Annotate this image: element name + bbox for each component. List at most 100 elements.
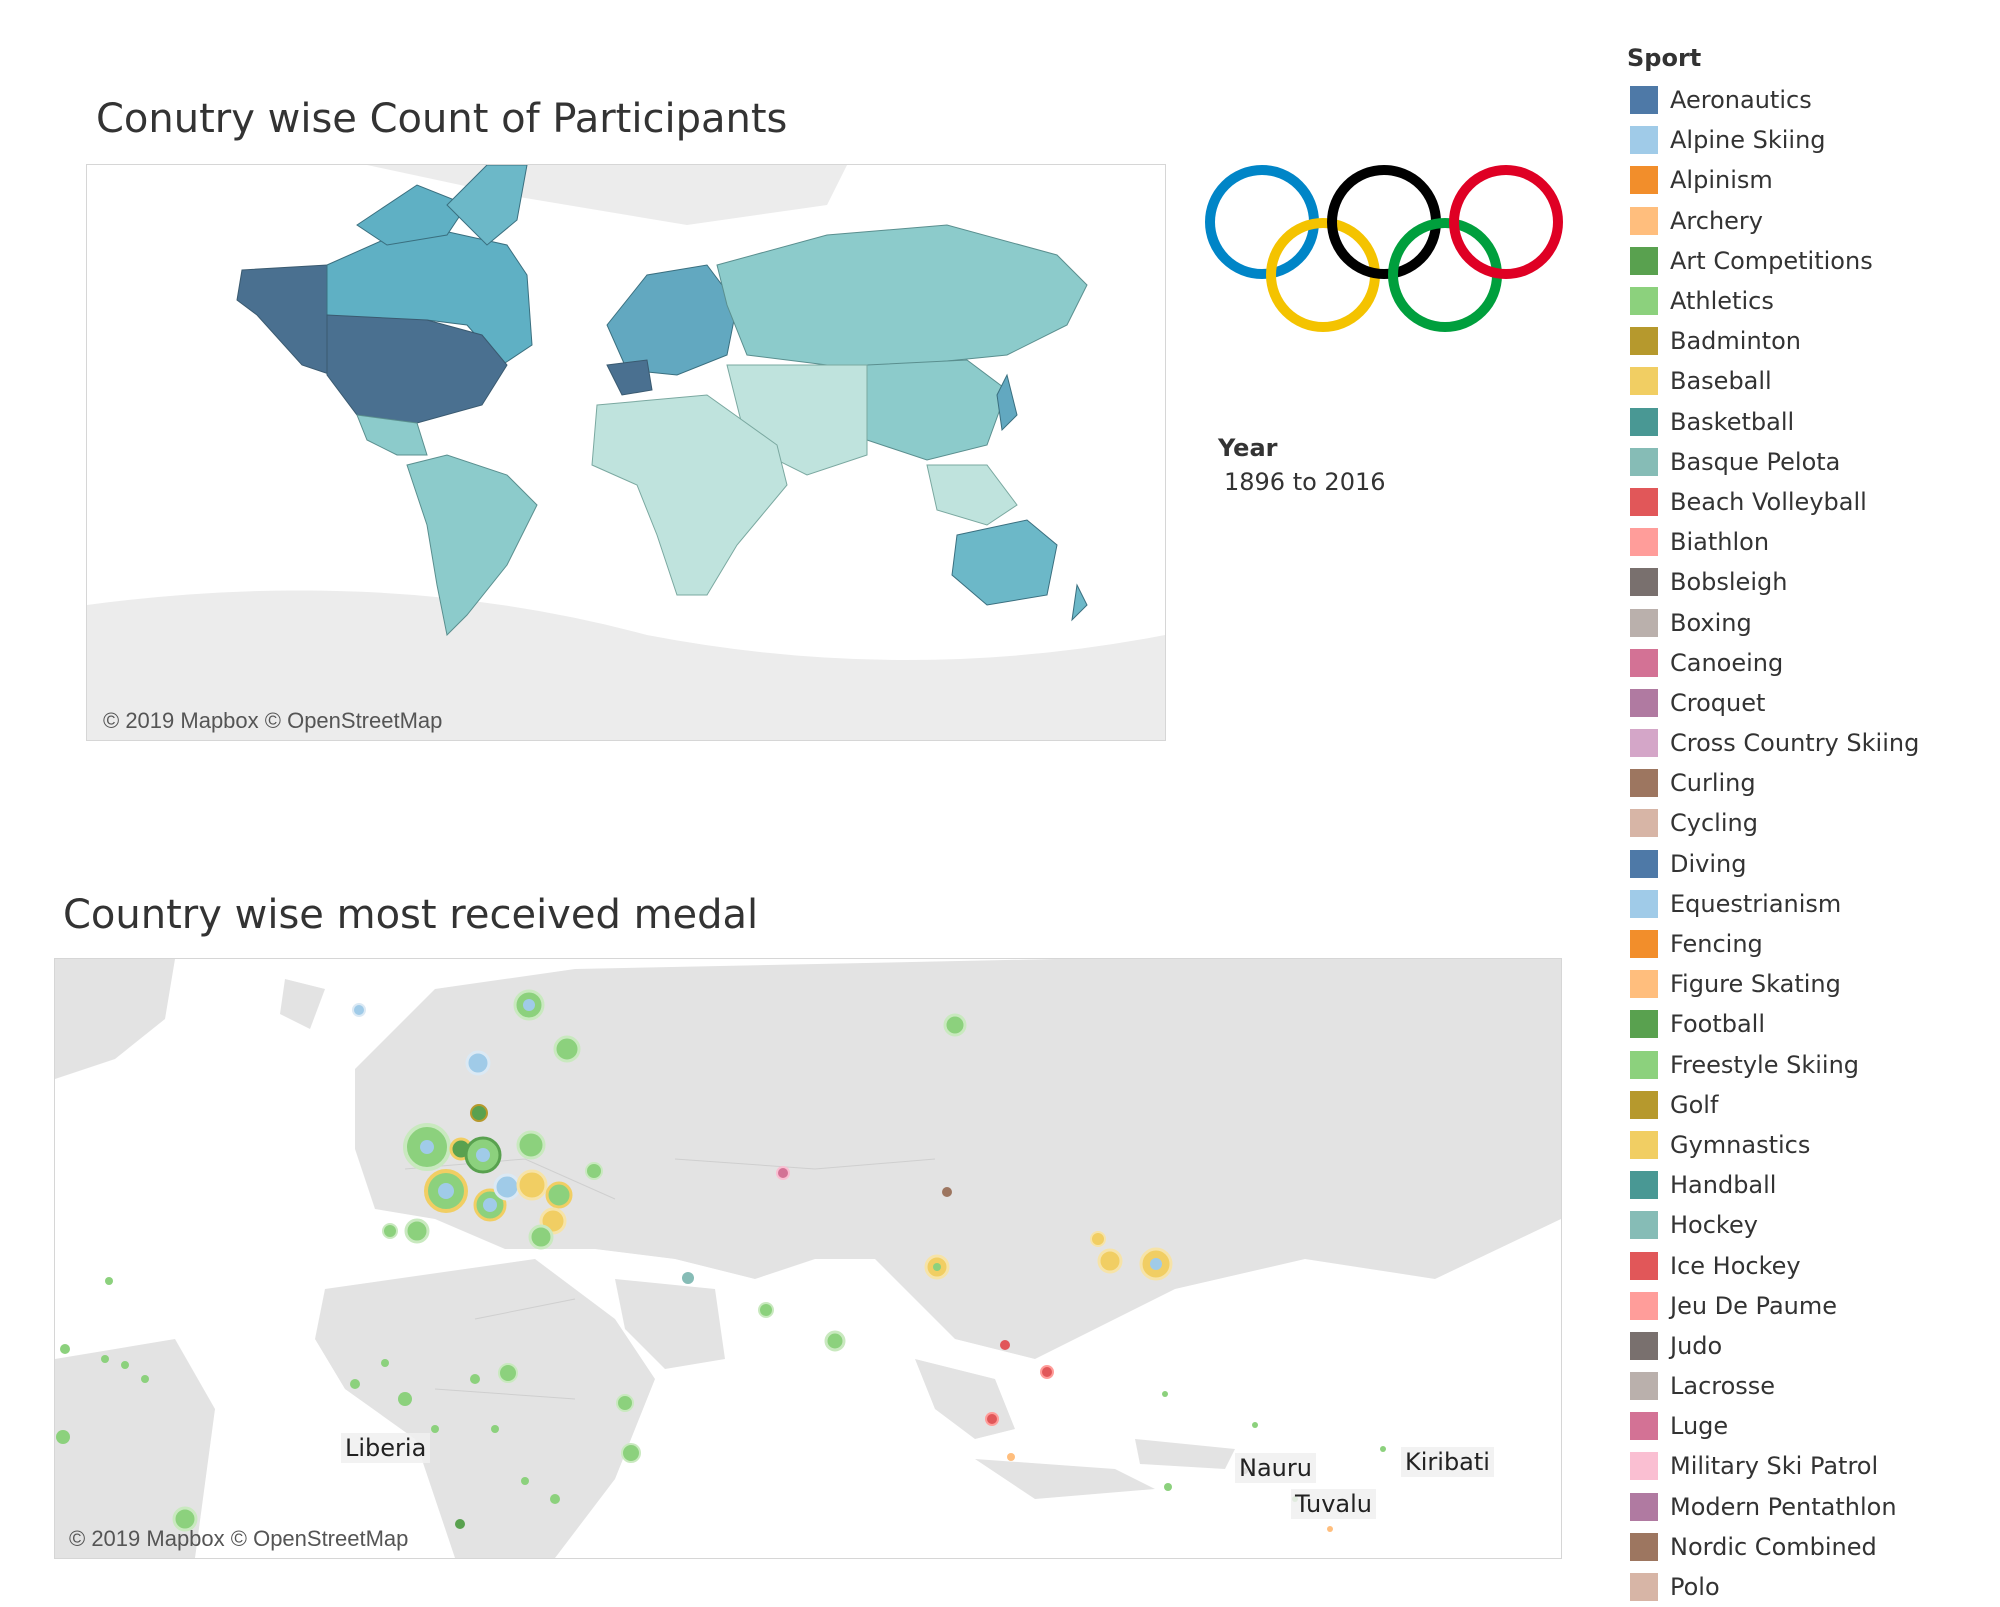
legend-swatch: [1630, 1090, 1658, 1119]
japan-land: [1170, 1199, 1205, 1239]
legend-item[interactable]: Ice Hockey: [1630, 1245, 1919, 1285]
legend-swatch: [1630, 86, 1658, 115]
legend-item[interactable]: Boxing: [1630, 602, 1919, 642]
legend-label: Modern Pentathlon: [1670, 1492, 1897, 1521]
legend-label: Basque Pelota: [1670, 447, 1841, 476]
legend-label: Equestrianism: [1670, 889, 1842, 918]
legend-swatch: [1630, 809, 1658, 838]
legend-item[interactable]: Equestrianism: [1630, 884, 1919, 924]
legend-item[interactable]: Alpine Skiing: [1630, 120, 1919, 160]
legend-swatch: [1630, 608, 1658, 637]
legend-item[interactable]: Art Competitions: [1630, 241, 1919, 281]
legend-item[interactable]: Cycling: [1630, 803, 1919, 843]
place-label-kiribati: Kiribati: [1401, 1447, 1494, 1477]
legend-label: Alpinism: [1670, 166, 1773, 195]
legend-item[interactable]: Figure Skating: [1630, 964, 1919, 1004]
map-credit[interactable]: © 2019 Mapbox © OpenStreetMap: [103, 708, 443, 733]
legend-label: Ice Hockey: [1670, 1251, 1801, 1280]
legend-item[interactable]: Beach Volleyball: [1630, 482, 1919, 522]
legend-item[interactable]: Lacrosse: [1630, 1366, 1919, 1406]
africa-land: [315, 1259, 655, 1558]
canada-arctic-islands: [356, 184, 468, 246]
participants-choropleth-map[interactable]: © 2019 Mapbox © OpenStreetMap: [86, 164, 1166, 741]
legend-swatch: [1630, 447, 1658, 476]
legend-item[interactable]: Freestyle Skiing: [1630, 1045, 1919, 1085]
south-america-region: [406, 454, 538, 637]
greenland-region: [446, 165, 528, 246]
legend-item[interactable]: Biathlon: [1630, 522, 1919, 562]
map-credit[interactable]: © 2019 Mapbox © OpenStreetMap: [69, 1526, 409, 1551]
legend-item[interactable]: Canoeing: [1630, 643, 1919, 683]
legend-swatch: [1630, 1291, 1658, 1320]
legend-item[interactable]: Fencing: [1630, 924, 1919, 964]
indonesia-land: [975, 1459, 1155, 1499]
legend-item[interactable]: Military Ski Patrol: [1630, 1446, 1919, 1486]
legend-item[interactable]: Jeu De Paume: [1630, 1286, 1919, 1326]
legend-swatch: [1630, 206, 1658, 235]
legend-item[interactable]: Modern Pentathlon: [1630, 1487, 1919, 1527]
legend-swatch: [1630, 1251, 1658, 1280]
legend-item[interactable]: Diving: [1630, 844, 1919, 884]
legend-item[interactable]: Basque Pelota: [1630, 442, 1919, 482]
legend-swatch: [1630, 1211, 1658, 1240]
legend-swatch: [1630, 126, 1658, 155]
legend-item[interactable]: Judo: [1630, 1326, 1919, 1366]
africa-region: [591, 394, 788, 596]
legend-swatch: [1630, 568, 1658, 597]
legend-item[interactable]: Badminton: [1630, 321, 1919, 361]
legend-swatch: [1630, 487, 1658, 516]
legend-label: Polo: [1670, 1573, 1720, 1602]
legend-label: Art Competitions: [1670, 246, 1873, 275]
legend-label: Military Ski Patrol: [1670, 1452, 1879, 1481]
legend-swatch: [1630, 287, 1658, 316]
legend-item[interactable]: Luge: [1630, 1406, 1919, 1446]
year-filter-value[interactable]: 1896 to 2016: [1224, 468, 1386, 496]
legend-label: Badminton: [1670, 327, 1801, 356]
legend-label: Gymnastics: [1670, 1130, 1811, 1159]
new-zealand-region: [1071, 583, 1088, 622]
legend-label: Diving: [1670, 849, 1747, 878]
legend-label: Judo: [1670, 1331, 1723, 1360]
legend-swatch: [1630, 1532, 1658, 1561]
sport-legend[interactable]: Aeronautics Alpine Skiing Alpinism Archery A…: [1630, 80, 1919, 1607]
legend-item[interactable]: Gymnastics: [1630, 1125, 1919, 1165]
legend-item[interactable]: Alpinism: [1630, 160, 1919, 200]
legend-swatch: [1630, 246, 1658, 275]
legend-label: Nordic Combined: [1670, 1532, 1877, 1561]
legend-label: Athletics: [1670, 287, 1774, 316]
legend-item[interactable]: Aeronautics: [1630, 80, 1919, 120]
medals-symbol-map[interactable]: Liberia Nauru Tuvalu Kiribati © 2019 Map…: [54, 958, 1562, 1559]
legend-item[interactable]: Golf: [1630, 1085, 1919, 1125]
legend-item[interactable]: Polo: [1630, 1567, 1919, 1607]
japan-region: [996, 373, 1018, 432]
legend-label: Cycling: [1670, 809, 1758, 838]
legend-label: Football: [1670, 1010, 1766, 1039]
legend-item[interactable]: Athletics: [1630, 281, 1919, 321]
legend-swatch: [1630, 889, 1658, 918]
legend-label: Canoeing: [1670, 648, 1784, 677]
olympic-rings-icon: [1205, 165, 1563, 332]
legend-label: Hockey: [1670, 1211, 1758, 1240]
legend-item[interactable]: Handball: [1630, 1165, 1919, 1205]
legend-item[interactable]: Curling: [1630, 763, 1919, 803]
participants-map-title: Conutry wise Count of Participants: [96, 96, 788, 142]
legend-label: Croquet: [1670, 688, 1766, 717]
legend-swatch: [1630, 1412, 1658, 1441]
se-asia-region: [926, 464, 1018, 526]
legend-label: Freestyle Skiing: [1670, 1050, 1860, 1079]
mexico-region: [356, 414, 428, 456]
place-label-nauru: Nauru: [1235, 1453, 1316, 1483]
legend-item[interactable]: Football: [1630, 1004, 1919, 1044]
legend-swatch: [1630, 688, 1658, 717]
legend-item[interactable]: Hockey: [1630, 1205, 1919, 1245]
legend-item[interactable]: Archery: [1630, 201, 1919, 241]
legend-swatch: [1630, 1171, 1658, 1200]
legend-item[interactable]: Baseball: [1630, 361, 1919, 401]
legend-item[interactable]: Bobsleigh: [1630, 562, 1919, 602]
legend-item[interactable]: Croquet: [1630, 683, 1919, 723]
legend-item[interactable]: Cross Country Skiing: [1630, 723, 1919, 763]
legend-item[interactable]: Basketball: [1630, 402, 1919, 442]
legend-item[interactable]: Nordic Combined: [1630, 1527, 1919, 1567]
legend-label: Beach Volleyball: [1670, 487, 1867, 516]
legend-label: Baseball: [1670, 367, 1772, 396]
